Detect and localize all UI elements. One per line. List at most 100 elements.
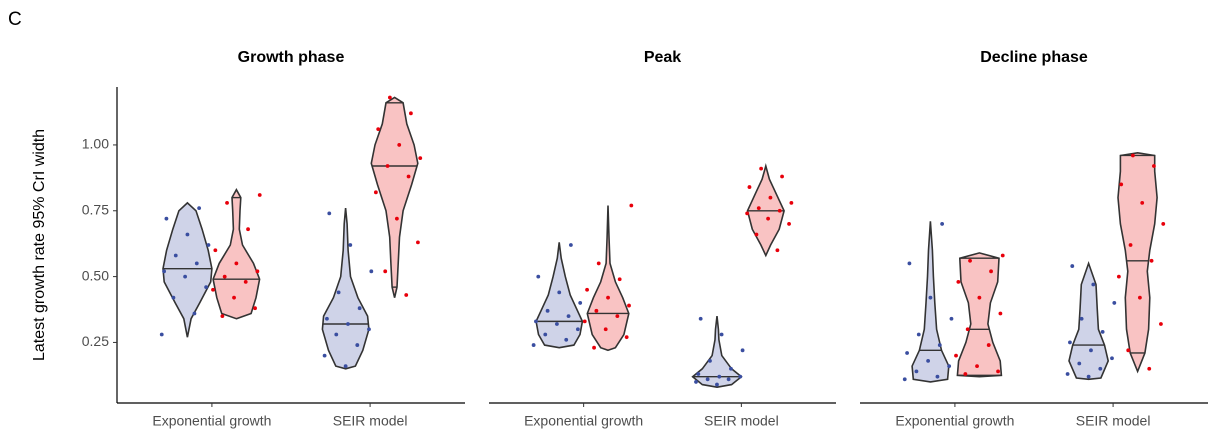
point (777, 208, 782, 213)
point (780, 174, 784, 179)
point (536, 274, 541, 279)
point (355, 343, 360, 347)
point (1065, 372, 1070, 376)
y-tick-label: 0.25 (82, 333, 109, 349)
point (1068, 340, 1072, 345)
point (568, 243, 573, 247)
point (211, 287, 215, 292)
violin (956, 252, 1003, 378)
point (1161, 222, 1166, 226)
point (949, 316, 954, 321)
point (1119, 182, 1124, 187)
point (557, 290, 562, 295)
point (585, 287, 589, 292)
point (194, 261, 199, 266)
point (986, 343, 991, 347)
point (726, 377, 731, 382)
point (996, 369, 1000, 374)
point (1126, 348, 1131, 353)
point (916, 332, 921, 337)
point (989, 269, 993, 274)
point (373, 190, 378, 195)
point (183, 274, 188, 279)
x-tick-label: SEIR model (704, 413, 779, 429)
point (1116, 274, 1121, 279)
point (220, 314, 225, 318)
point (787, 222, 791, 226)
point (747, 185, 752, 189)
point (257, 193, 262, 197)
y-tick-label: 0.75 (82, 201, 109, 217)
point (192, 311, 197, 316)
point (1077, 361, 1082, 366)
x-tick-label: SEIR model (1076, 413, 1151, 429)
violin (370, 96, 419, 298)
violin (321, 208, 370, 370)
point (418, 156, 423, 161)
point (594, 308, 599, 313)
point (766, 216, 770, 221)
point (719, 332, 724, 337)
point (768, 195, 773, 200)
point (956, 279, 961, 284)
point (705, 377, 710, 382)
point (545, 308, 550, 313)
point (255, 269, 260, 274)
point (1089, 348, 1093, 353)
point (206, 243, 211, 247)
point (775, 248, 780, 253)
point (213, 248, 218, 253)
point (738, 374, 743, 379)
point (578, 301, 583, 305)
violin (911, 221, 950, 383)
point (615, 314, 620, 318)
point (754, 232, 759, 237)
point (222, 274, 227, 279)
point (708, 358, 712, 363)
point (1149, 258, 1154, 263)
point (357, 306, 362, 311)
point (534, 319, 538, 324)
point (409, 111, 413, 116)
point (729, 366, 733, 371)
point (376, 127, 381, 132)
point (975, 364, 979, 369)
panel-title: Decline phase (980, 49, 1088, 66)
point (935, 374, 940, 379)
point (253, 306, 257, 311)
point (369, 269, 374, 274)
point (629, 203, 634, 208)
point (387, 95, 392, 100)
violin (1117, 151, 1158, 374)
point (947, 364, 952, 369)
point (928, 295, 933, 300)
violin (162, 201, 213, 338)
point (159, 332, 164, 337)
point (394, 216, 399, 221)
point (954, 353, 958, 358)
point (171, 295, 176, 300)
point (977, 295, 982, 300)
point (1147, 366, 1152, 371)
point (789, 200, 794, 205)
y-axis-label: Latest growth rate 95% CrI width (31, 129, 48, 361)
violin (535, 242, 584, 349)
point (617, 277, 622, 282)
point (367, 327, 371, 332)
point (606, 295, 610, 300)
point (322, 353, 327, 358)
point (603, 327, 608, 332)
x-tick-label: Exponential growth (524, 413, 643, 429)
point (907, 261, 912, 266)
point (717, 374, 722, 379)
point (968, 258, 972, 263)
point (627, 303, 631, 308)
panel-title: Peak (644, 49, 681, 66)
point (1140, 200, 1145, 205)
point (531, 343, 536, 347)
point (1070, 264, 1075, 268)
point (963, 372, 968, 376)
point (225, 200, 229, 205)
point (564, 337, 569, 342)
point (246, 227, 250, 232)
